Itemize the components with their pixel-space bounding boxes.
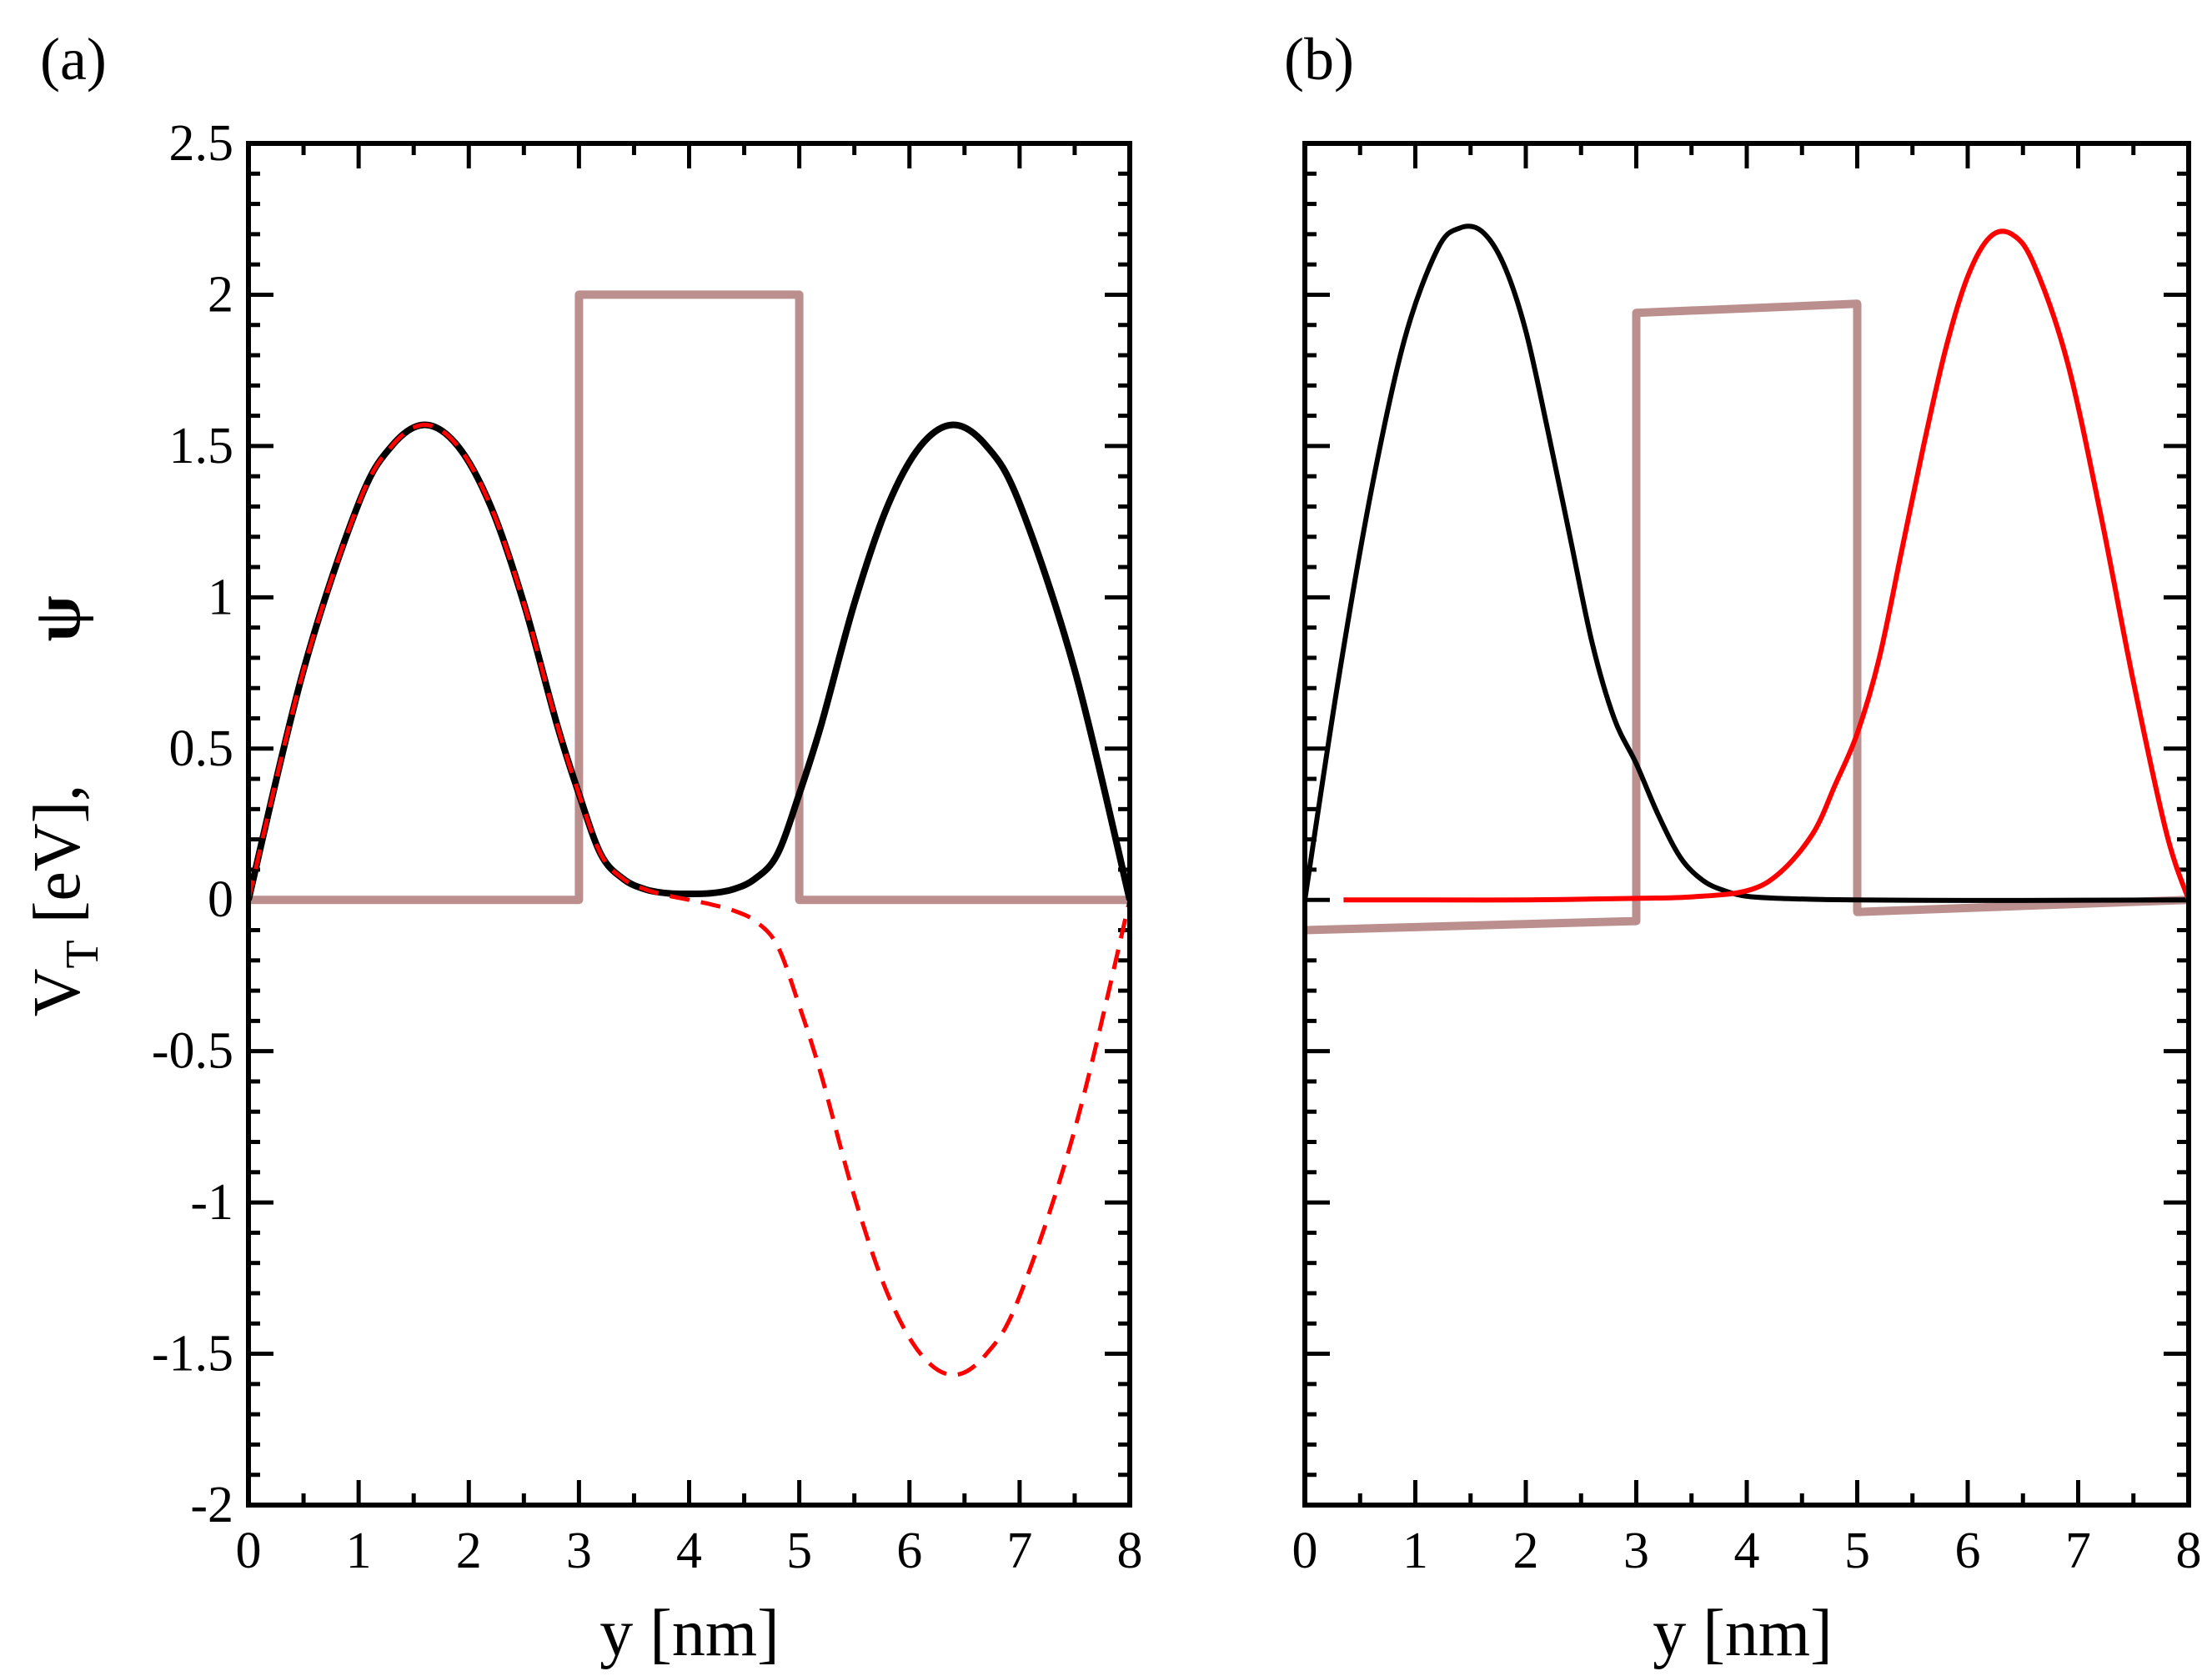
data-series-group — [248, 290, 1130, 1377]
y-axis-psi-text: ψ — [21, 595, 94, 641]
y-axis-label: VT [eV], — [21, 785, 108, 1017]
plot-area-b: 0 1 2 3 4 5 6 7 8 — [1292, 141, 2202, 1579]
series-psi-antisymmetric — [248, 423, 1130, 1377]
y-axis-label-text: VT [eV], — [21, 785, 108, 1017]
plot-frame — [1302, 141, 2191, 1508]
x-tick-label: 5 — [1844, 1523, 1870, 1579]
x-tick-label: 6 — [896, 1523, 922, 1579]
x-tick-label: 3 — [566, 1523, 592, 1579]
panel-b: (b) 0 1 2 3 4 5 6 7 8 y [nm] — [1284, 26, 2202, 1670]
x-tick-label: 7 — [1006, 1523, 1032, 1579]
y-tick-label: -2 — [190, 1477, 233, 1533]
y-axis-label-v: V — [21, 969, 94, 1017]
x-tick-label: 0 — [1292, 1523, 1318, 1579]
x-tick-label: 1 — [1402, 1523, 1428, 1579]
panel-a: (a) 0 1 2 3 4 5 6 7 8 -2 -1.5 -1 -0.5 0 0.5 1 1.5 2 2.5 y … — [40, 26, 1143, 1670]
y-tick-label: 2.5 — [169, 115, 234, 172]
x-axis-label-b: y [nm] — [1653, 1597, 1833, 1670]
plot-frame — [246, 141, 1132, 1508]
x-tick-label: 0 — [236, 1523, 262, 1579]
y-tick-label: 0.5 — [169, 720, 234, 777]
plot-area-a: 0 1 2 3 4 5 6 7 8 -2 -1.5 -1 -0.5 0 0.5 1 1.5 2 2.5 — [152, 115, 1143, 1579]
x-tick-label: 1 — [346, 1523, 372, 1579]
x-tick-label: 2 — [1513, 1523, 1539, 1579]
panel-b-label: (b) — [1284, 26, 1354, 93]
x-tick-label: 8 — [1117, 1523, 1143, 1579]
x-tick-label: 6 — [1955, 1523, 1981, 1579]
series-psi-right-localized — [1343, 228, 2189, 903]
x-tick-label: 2 — [456, 1523, 482, 1579]
series-psi-symmetric — [248, 421, 1130, 901]
y-tick-label: -1.5 — [152, 1326, 233, 1382]
data-series-group — [1305, 223, 2189, 935]
y-tick-label: 1.5 — [169, 418, 234, 474]
y-tick-label: 0 — [208, 871, 233, 928]
series-v-t-tilted-barrier-potential- — [1305, 299, 2189, 935]
y-axis-label-sub: T — [57, 940, 108, 968]
series-v-t-barrier-potential- — [248, 290, 1130, 905]
x-axis-label-a: y [nm] — [599, 1597, 780, 1670]
y-tick-label: -1 — [190, 1174, 233, 1231]
x-tick-label: 3 — [1623, 1523, 1649, 1579]
x-tick-label: 7 — [2065, 1523, 2091, 1579]
x-tick-label: 4 — [1734, 1523, 1760, 1579]
y-axis-psi: ψ — [21, 595, 94, 641]
y-tick-label: 2 — [208, 266, 233, 323]
y-axis-label-units: [eV], — [21, 785, 94, 941]
panel-a-label: (a) — [40, 26, 107, 93]
x-tick-label: 8 — [2176, 1523, 2202, 1579]
series-psi-left-localized — [1305, 223, 2189, 903]
y-tick-label: 1 — [208, 569, 233, 625]
x-tick-label: 5 — [786, 1523, 812, 1579]
x-tick-label: 4 — [676, 1523, 702, 1579]
y-tick-label: -0.5 — [152, 1023, 233, 1080]
